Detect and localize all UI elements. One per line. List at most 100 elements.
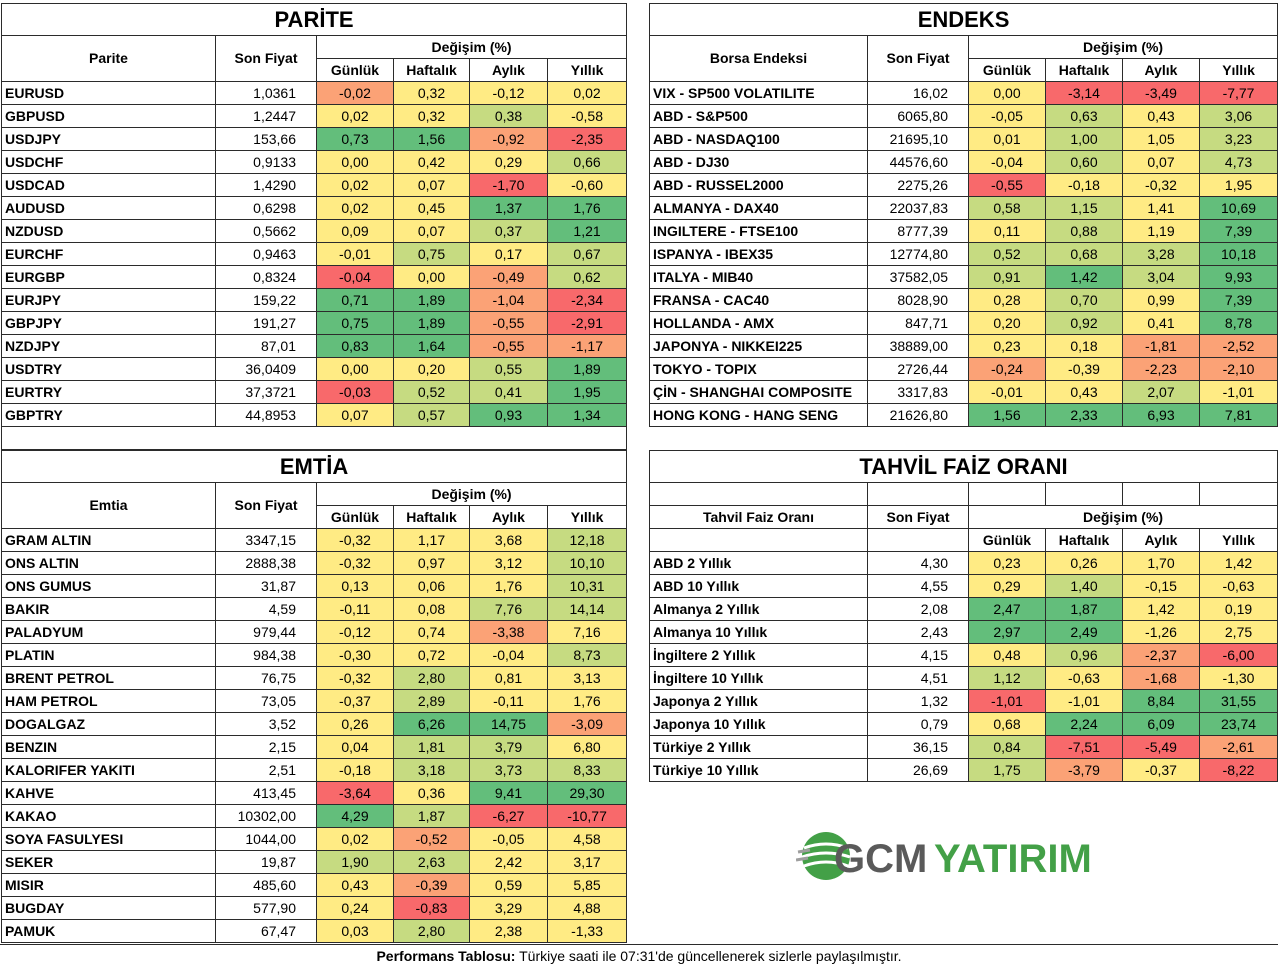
endeks-row-monthly-change: -1,81 [1122, 334, 1200, 358]
endeks-row: ABD - RUSSEL2000 2275,26 -0,55 -0,18 -0,32 1,… [649, 173, 1278, 197]
emtia-row-daily-change: 0,03 [316, 919, 394, 943]
parite-row-price: 0,8324 [215, 265, 317, 289]
endeks-row-name: TOKYO - TOPIX [649, 357, 868, 381]
endeks-row-daily-change: -0,04 [968, 150, 1046, 174]
tahvil-row: ABD 10 Yıllık 4,55 0,29 1,40 -0,15 -0,63 [649, 574, 1278, 598]
parite-row-monthly-change: 0,17 [469, 242, 548, 266]
tahvil-row: Almanya 2 Yıllık 2,08 2,47 1,87 1,42 0,19 [649, 597, 1278, 621]
parite-row-weekly-change: 0,75 [393, 242, 470, 266]
parite-row-daily-change: 0,75 [316, 311, 394, 335]
parite-row-name: AUDUSD [1, 196, 216, 220]
parite-spacer [0, 426, 628, 450]
endeks-row-daily-change: 1,56 [968, 403, 1046, 427]
emtia-table: EMTİA Emtia Son Fiyat Değişim (%) Günlük… [0, 450, 628, 943]
emtia-row-daily-change: 0,43 [316, 873, 394, 897]
parite-row-daily-change: -0,04 [316, 265, 394, 289]
endeks-row-name: INGILTERE - FTSE100 [649, 219, 868, 243]
emtia-row: PAMUK 67,47 0,03 2,80 2,38 -1,33 [1, 919, 628, 943]
tahvil-row: Japonya 2 Yıllık 1,32 -1,01 -1,01 8,84 31,55 [649, 689, 1278, 713]
footer-bold-label: Performans Tablosu: [376, 948, 516, 964]
parite-row-yearly-change: 1,95 [546, 380, 628, 404]
endeks-row: ALMANYA - DAX40 22037,83 0,58 1,15 1,41 10,69 [649, 196, 1278, 220]
parite-row-daily-change: 0,02 [316, 173, 394, 197]
emtia-row-daily-change: 0,04 [316, 735, 394, 759]
tahvil-row-monthly-change: -2,37 [1122, 643, 1200, 667]
tahvil-row-weekly-change: -0,63 [1045, 666, 1123, 690]
emtia-row-weekly-change: -0,39 [393, 873, 470, 897]
endeks-title: ENDEKS [648, 3, 1278, 36]
tahvil-row-name: İngiltere 10 Yıllık [649, 666, 868, 690]
tahvil-row-daily-change: 0,68 [968, 712, 1046, 736]
endeks-rows: VIX - SP500 VOLATILITE 16,02 0,00 -3,14 -3,4… [649, 81, 1278, 427]
endeks-row-price: 6065,80 [867, 104, 969, 128]
endeks-row-yearly-change: 4,73 [1198, 150, 1278, 174]
endeks-row: INGILTERE - FTSE100 8777,39 0,11 0,88 1,19 7,… [649, 219, 1278, 243]
endeks-row: JAPONYA - NIKKEI225 38889,00 0,23 0,18 -1,81… [649, 334, 1278, 358]
endeks-name-header: Borsa Endeksi [649, 35, 868, 82]
emtia-row-yearly-change: 10,10 [546, 551, 628, 575]
tahvil-row-yearly-change: -1,30 [1198, 666, 1278, 690]
emtia-row-daily-change: -0,32 [316, 666, 394, 690]
parite-row-yearly-change: 0,02 [546, 81, 628, 105]
parite-row-monthly-change: 0,38 [469, 104, 548, 128]
emtia-row-name: ONS GUMUS [1, 574, 216, 598]
tahvil-name-header: Tahvil Faiz Oranı [649, 505, 868, 529]
emtia-row-price: 984,38 [215, 643, 317, 667]
emtia-row-name: PALADYUM [1, 620, 216, 644]
endeks-row-price: 12774,80 [867, 242, 969, 266]
parite-row-yearly-change: 0,66 [546, 150, 628, 174]
gcm-yatirim-logo: GCM YATIRIM [795, 826, 1116, 886]
emtia-row-name: MISIR [1, 873, 216, 897]
emtia-row-price: 3,52 [215, 712, 317, 736]
emtia-row-monthly-change: 3,73 [469, 758, 548, 782]
parite-row: EURCHF 0,9463 -0,01 0,75 0,17 0,67 [1, 242, 628, 266]
endeks-row-price: 37582,05 [867, 265, 969, 289]
emtia-row-monthly-change: 3,79 [469, 735, 548, 759]
parite-row-price: 191,27 [215, 311, 317, 335]
parite-row-price: 159,22 [215, 288, 317, 312]
tahvil-row-monthly-change: 1,70 [1122, 551, 1200, 575]
emtia-row: BRENT PETROL 76,75 -0,32 2,80 0,81 3,13 [1, 666, 628, 690]
tahvil-weekly-header: Haftalık [1045, 528, 1123, 552]
endeks-row: ÇİN - SHANGHAI COMPOSITE 3317,83 -0,01 0,43… [649, 380, 1278, 404]
parite-row: NZDUSD 0,5662 0,09 0,07 0,37 1,21 [1, 219, 628, 243]
emtia-row-monthly-change: 9,41 [469, 781, 548, 805]
emtia-row-yearly-change: 3,17 [546, 850, 628, 874]
emtia-row-weekly-change: 2,80 [393, 919, 470, 943]
endeks-row-weekly-change: 0,68 [1045, 242, 1123, 266]
parite-row-monthly-change: 0,41 [469, 380, 548, 404]
endeks-row-yearly-change: 10,18 [1198, 242, 1278, 266]
endeks-row-weekly-change: 0,88 [1045, 219, 1123, 243]
emtia-row-weekly-change: 2,63 [393, 850, 470, 874]
parite-row-yearly-change: -0,58 [546, 104, 628, 128]
emtia-row-yearly-change: 4,58 [546, 827, 628, 851]
endeks-row: ABD - DJ30 44576,60 -0,04 0,60 0,07 4,73 [649, 150, 1278, 174]
tahvil-row-weekly-change: 0,26 [1045, 551, 1123, 575]
emtia-row-price: 2,15 [215, 735, 317, 759]
globe-icon [795, 832, 851, 880]
endeks-row: ABD - NASDAQ100 21695,10 0,01 1,00 1,05 3,23 [649, 127, 1278, 151]
emtia-row-yearly-change: 8,73 [546, 643, 628, 667]
parite-row: AUDUSD 0,6298 0,02 0,45 1,37 1,76 [1, 196, 628, 220]
emtia-row-weekly-change: 0,06 [393, 574, 470, 598]
emtia-row-yearly-change: 12,18 [546, 528, 628, 552]
endeks-row-monthly-change: 1,19 [1122, 219, 1200, 243]
emtia-row: GRAM ALTIN 3347,15 -0,32 1,17 3,68 12,18 [1, 528, 628, 552]
endeks-row-monthly-change: 3,04 [1122, 265, 1200, 289]
endeks-row-price: 44576,60 [867, 150, 969, 174]
parite-row-daily-change: 0,07 [316, 403, 394, 427]
parite-row-yearly-change: -2,91 [546, 311, 628, 335]
emtia-row-yearly-change: 5,85 [546, 873, 628, 897]
tahvil-row: Japonya 10 Yıllık 0,79 0,68 2,24 6,09 23,74 [649, 712, 1278, 736]
emtia-row-name: ONS ALTIN [1, 551, 216, 575]
endeks-row-weekly-change: 0,43 [1045, 380, 1123, 404]
emtia-row-price: 413,45 [215, 781, 317, 805]
emtia-row-daily-change: -3,64 [316, 781, 394, 805]
tahvil-empty-cell [1045, 482, 1123, 506]
tahvil-panel: TAHVİL FAİZ ORANI Tahvil Faiz Oranı Son … [648, 450, 1278, 782]
emtia-row-monthly-change: 3,68 [469, 528, 548, 552]
parite-row-daily-change: -0,02 [316, 81, 394, 105]
endeks-row-daily-change: -0,24 [968, 357, 1046, 381]
emtia-rows: GRAM ALTIN 3347,15 -0,32 1,17 3,68 12,18 ONS A… [1, 528, 628, 943]
tahvil-row-daily-change: -1,01 [968, 689, 1046, 713]
